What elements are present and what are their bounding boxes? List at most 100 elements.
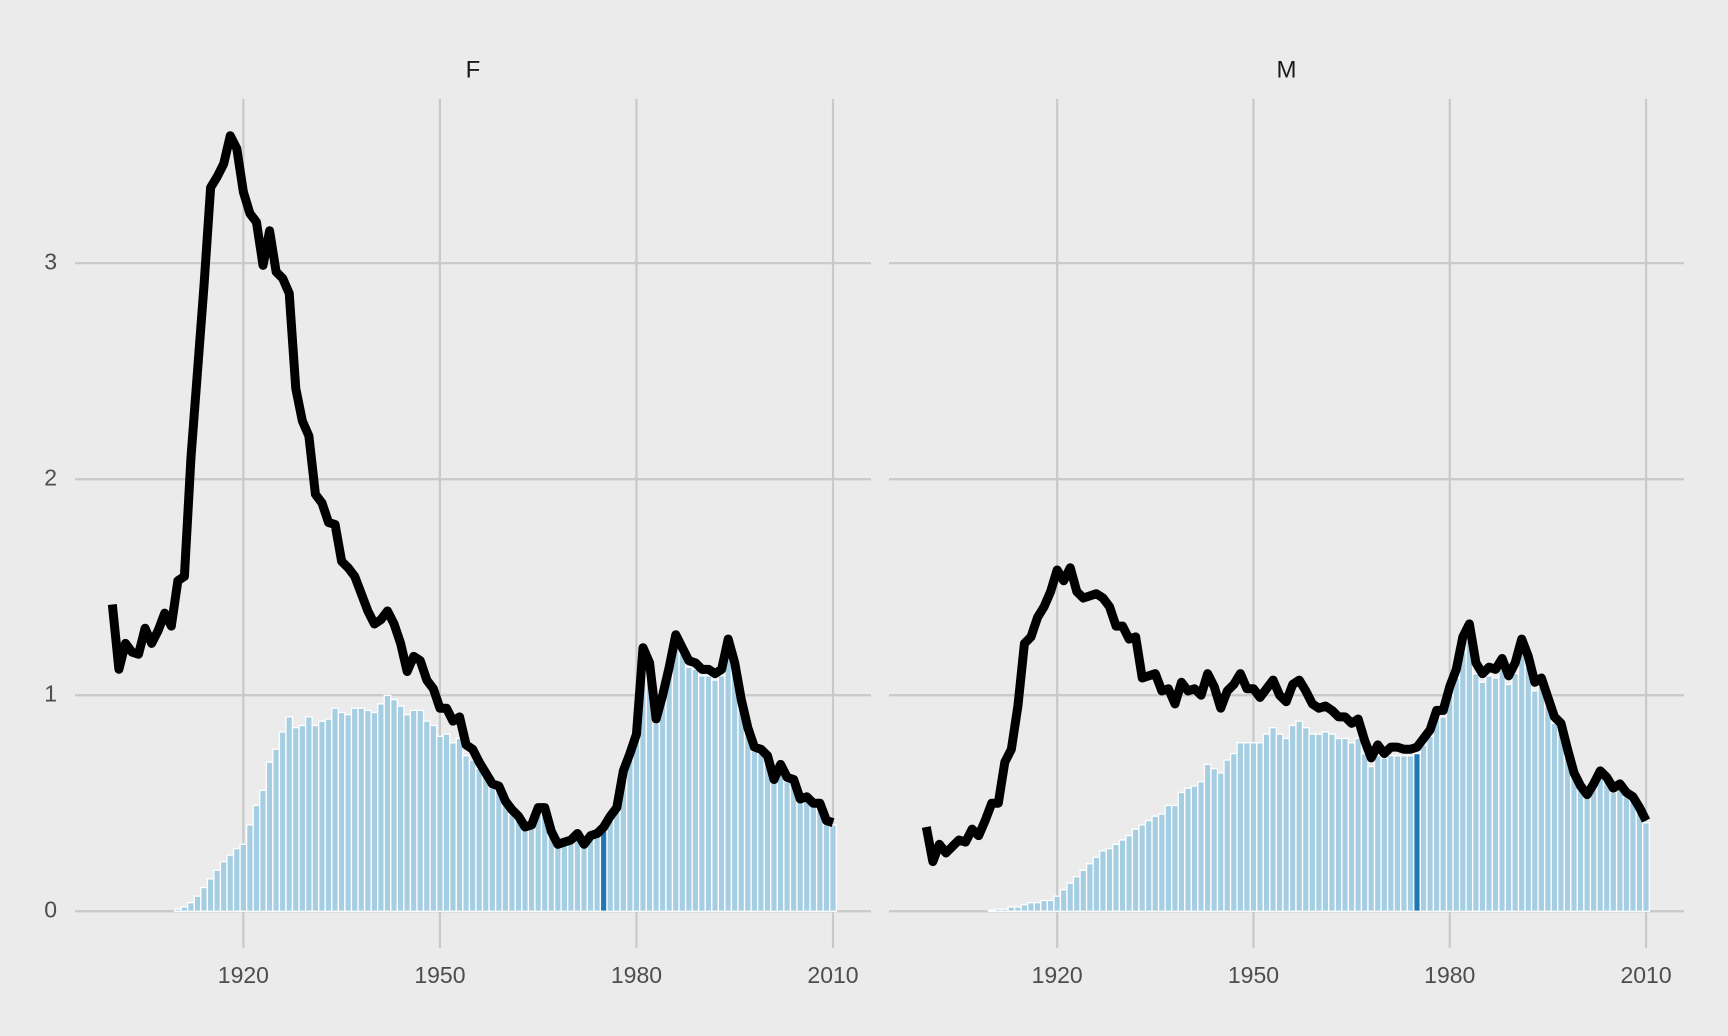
bar bbox=[259, 789, 267, 912]
bar bbox=[796, 800, 805, 912]
bar bbox=[475, 768, 484, 912]
bar bbox=[1530, 690, 1539, 912]
bar bbox=[252, 804, 261, 912]
bar bbox=[1033, 901, 1042, 912]
bar bbox=[1615, 787, 1624, 912]
bar bbox=[1262, 733, 1271, 912]
bar bbox=[1354, 737, 1363, 912]
bar bbox=[1321, 731, 1330, 912]
bar bbox=[514, 819, 523, 912]
y-tick-label: 3 bbox=[44, 248, 57, 274]
bar bbox=[1439, 716, 1448, 912]
bar bbox=[1190, 785, 1199, 912]
bar bbox=[1053, 895, 1062, 912]
y-tick-label: 2 bbox=[44, 464, 57, 490]
bar bbox=[1046, 899, 1055, 912]
bar bbox=[1642, 822, 1650, 912]
bar bbox=[1419, 744, 1428, 912]
bar bbox=[1504, 683, 1513, 912]
line bbox=[921, 563, 1651, 867]
bar bbox=[1203, 763, 1212, 912]
bar bbox=[1491, 677, 1500, 912]
bar bbox=[1563, 755, 1572, 912]
bar bbox=[1550, 722, 1559, 912]
bar bbox=[521, 828, 530, 912]
bar bbox=[1164, 804, 1173, 912]
bar bbox=[1105, 847, 1114, 912]
bar bbox=[429, 724, 438, 912]
bar bbox=[1570, 776, 1578, 912]
bar bbox=[219, 860, 228, 912]
bar bbox=[1583, 796, 1592, 912]
bar bbox=[606, 819, 615, 912]
bar bbox=[1517, 651, 1526, 912]
bar bbox=[1380, 757, 1389, 912]
bar bbox=[370, 711, 379, 912]
bar bbox=[1341, 737, 1349, 912]
bar bbox=[311, 724, 320, 912]
bar bbox=[1282, 737, 1291, 912]
bar bbox=[265, 761, 274, 912]
bar bbox=[593, 835, 602, 912]
bar bbox=[1151, 815, 1160, 912]
bar bbox=[245, 824, 254, 912]
bar bbox=[1131, 828, 1140, 912]
bar bbox=[324, 718, 333, 912]
bar bbox=[1629, 800, 1637, 912]
bar bbox=[724, 647, 733, 912]
x-tick-label: 2010 bbox=[1620, 962, 1671, 988]
bar bbox=[1118, 839, 1127, 912]
panel-title: F bbox=[466, 56, 481, 83]
bar bbox=[1308, 733, 1317, 912]
bar bbox=[1092, 856, 1101, 912]
bar bbox=[573, 835, 582, 912]
bar bbox=[1125, 835, 1134, 912]
bar bbox=[272, 748, 281, 912]
bar bbox=[1635, 811, 1644, 912]
bar bbox=[1445, 694, 1454, 912]
bar bbox=[1622, 796, 1631, 912]
bar bbox=[599, 828, 608, 912]
bar bbox=[809, 804, 818, 912]
bar bbox=[449, 742, 457, 912]
bar bbox=[1013, 906, 1022, 912]
bar bbox=[1602, 781, 1611, 912]
bar bbox=[1269, 726, 1278, 912]
bar bbox=[776, 768, 785, 912]
bar bbox=[422, 720, 431, 912]
bar bbox=[1066, 882, 1075, 912]
bar bbox=[1426, 735, 1435, 912]
bar bbox=[226, 854, 235, 912]
bar bbox=[1210, 768, 1219, 912]
bar bbox=[213, 869, 222, 912]
bar bbox=[1027, 901, 1035, 912]
bar bbox=[1373, 755, 1382, 912]
bar bbox=[1216, 772, 1225, 912]
bar bbox=[1184, 787, 1192, 912]
bar bbox=[1537, 685, 1546, 912]
bar bbox=[1543, 705, 1552, 912]
bar bbox=[730, 668, 739, 912]
bar bbox=[1609, 791, 1618, 912]
bar bbox=[291, 726, 300, 912]
bar bbox=[501, 804, 510, 912]
x-tick-label: 1920 bbox=[218, 962, 269, 988]
bar bbox=[278, 731, 287, 912]
bar bbox=[1386, 755, 1395, 912]
bar bbox=[737, 705, 746, 912]
bar bbox=[416, 709, 425, 912]
bar bbox=[1171, 804, 1179, 912]
bar bbox=[1236, 742, 1245, 912]
x-tick-label: 1950 bbox=[414, 962, 465, 988]
bar bbox=[193, 895, 202, 912]
bar bbox=[763, 759, 772, 912]
bar bbox=[1020, 904, 1029, 912]
bar bbox=[802, 798, 811, 912]
bar bbox=[1406, 755, 1415, 912]
bar bbox=[1301, 726, 1310, 912]
bar bbox=[1360, 752, 1369, 912]
bar bbox=[1511, 672, 1520, 912]
bar bbox=[331, 707, 340, 912]
bar bbox=[1288, 724, 1297, 912]
bar bbox=[206, 878, 215, 912]
